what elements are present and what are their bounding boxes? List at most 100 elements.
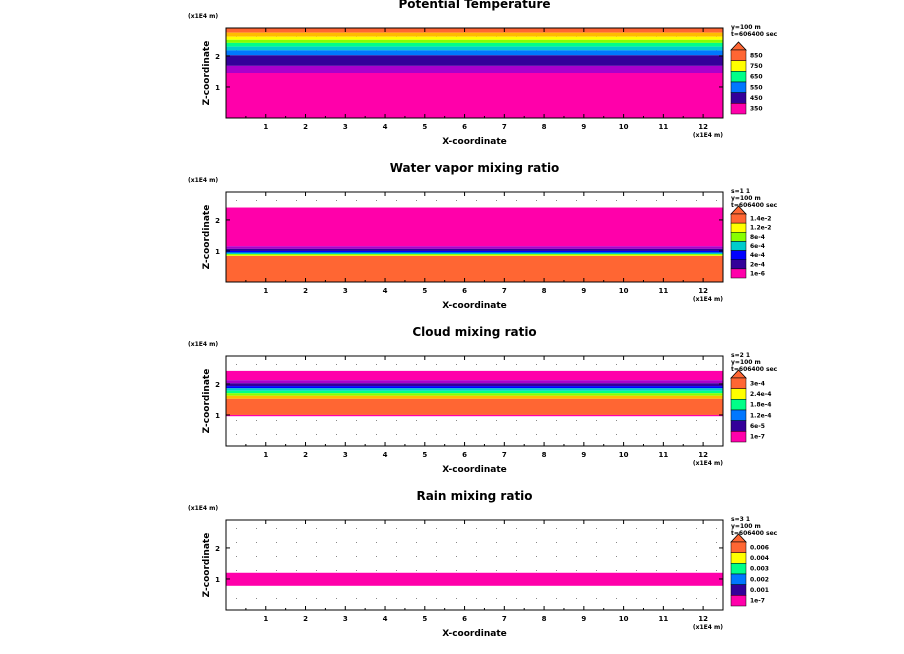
grid-dot (336, 420, 337, 421)
z-axis-label: Z-coordinate (202, 205, 212, 270)
x-tick-label: 5 (422, 615, 427, 623)
grid-dot (616, 598, 617, 599)
z-unit-label: (x1E4 m) (188, 505, 218, 512)
grid-dot (536, 598, 537, 599)
grid-dot (496, 420, 497, 421)
grid-dot (316, 542, 317, 543)
x-tick-label: 3 (343, 287, 348, 295)
colorbar-segment (730, 268, 747, 279)
x-tick-label: 7 (502, 287, 507, 295)
grid-dot (356, 556, 357, 557)
grid-dot (576, 364, 577, 365)
grid-dot (616, 556, 617, 557)
grid-dot (536, 420, 537, 421)
grid-dot (596, 528, 597, 529)
grid-dot (256, 364, 257, 365)
colorbar-label: 1.8e-4 (750, 402, 771, 409)
contour-band (226, 246, 723, 249)
contour-band (226, 28, 723, 33)
grid-dot (676, 556, 677, 557)
grid-dot (296, 364, 297, 365)
colorbar-segment (730, 49, 747, 61)
grid-dot (276, 570, 277, 571)
grid-dot (436, 598, 437, 599)
grid-dot (296, 528, 297, 529)
grid-dot (596, 434, 597, 435)
contour-band (226, 42, 723, 47)
grid-dot (656, 200, 657, 201)
x-tick-label: 8 (542, 123, 547, 131)
colorbar-segment (730, 60, 747, 72)
grid-dot (276, 200, 277, 201)
grid-dot (236, 364, 237, 365)
colorbar-label: 1e-7 (750, 434, 765, 441)
grid-dot (516, 598, 517, 599)
grid-dot (716, 200, 717, 201)
x-tick-label: 2 (303, 615, 308, 623)
grid-dot (696, 598, 697, 599)
colorbar-segment (730, 563, 747, 575)
colorbar-label: 1.2e-4 (750, 412, 771, 419)
x-tick-label: 1 (263, 615, 268, 623)
grid-dot (716, 556, 717, 557)
contour-band (226, 32, 723, 37)
grid-dot (616, 528, 617, 529)
grid-dot (716, 570, 717, 571)
colorbar-segment (730, 431, 747, 443)
x-tick-label: 2 (303, 287, 308, 295)
grid-dot (496, 598, 497, 599)
grid-dot (656, 420, 657, 421)
colorbar-label: 650 (750, 74, 763, 81)
x-unit-label: (x1E4 m) (693, 624, 723, 631)
grid-dot (536, 556, 537, 557)
grid-dot (696, 420, 697, 421)
grid-dot (436, 364, 437, 365)
grid-dot (276, 528, 277, 529)
grid-dot (456, 420, 457, 421)
x-tick-label: 6 (462, 123, 467, 131)
grid-dot (396, 556, 397, 557)
z-tick-label: 2 (215, 545, 220, 553)
grid-dot (596, 556, 597, 557)
panel-title: Water vapor mixing ratio (390, 161, 560, 175)
grid-dot (276, 420, 277, 421)
grid-dot (396, 420, 397, 421)
x-tick-label: 1 (263, 451, 268, 459)
grid-dot (376, 556, 377, 557)
colorbar-segment (730, 541, 747, 553)
grid-dot (516, 542, 517, 543)
colorbar-arrow (730, 41, 747, 51)
grid-dot (476, 364, 477, 365)
grid-dot (616, 570, 617, 571)
grid-dot (336, 556, 337, 557)
grid-dot (696, 434, 697, 435)
grid-dot (296, 570, 297, 571)
grid-dot (256, 570, 257, 571)
colorbar-segment (730, 232, 747, 242)
grid-dot (696, 556, 697, 557)
grid-dot (376, 598, 377, 599)
z-axis-label: Z-coordinate (202, 369, 212, 434)
grid-dot (696, 200, 697, 201)
grid-dot (596, 364, 597, 365)
grid-dot (536, 542, 537, 543)
grid-dot (496, 542, 497, 543)
grid-dot (256, 528, 257, 529)
grid-dot (276, 556, 277, 557)
grid-dot (456, 200, 457, 201)
grid-dot (596, 200, 597, 201)
grid-dot (496, 200, 497, 201)
contour-band (226, 380, 723, 384)
grid-dot (536, 528, 537, 529)
grid-dot (256, 200, 257, 201)
colorbar-segment (730, 250, 747, 260)
grid-dot (336, 570, 337, 571)
grid-dot (636, 364, 637, 365)
info-text: s=3 1 (731, 516, 750, 523)
contour-band (226, 255, 723, 257)
grid-dot (436, 420, 437, 421)
x-tick-label: 4 (383, 615, 388, 623)
x-axis-label: X-coordinate (442, 137, 507, 147)
x-tick-label: 6 (462, 451, 467, 459)
grid-dot (236, 542, 237, 543)
